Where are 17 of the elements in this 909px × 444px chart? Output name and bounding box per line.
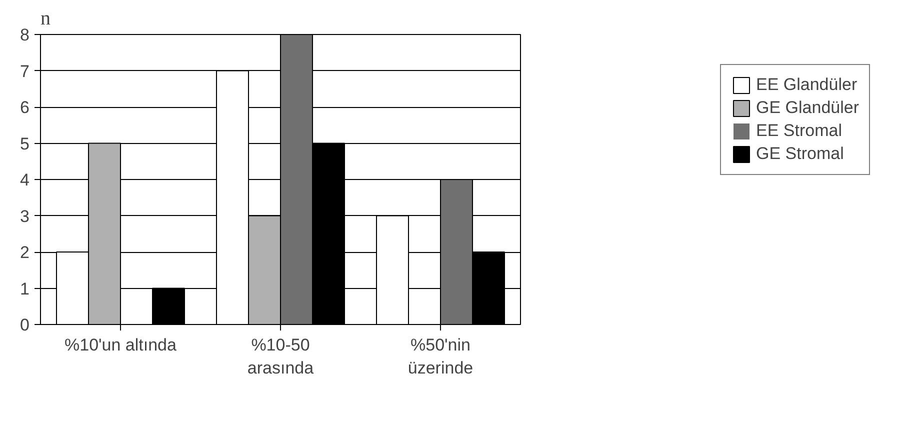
y-tick-label: 5 (20, 134, 30, 154)
y-tick-label: 3 (20, 206, 30, 226)
y-axis-title: n (40, 8, 50, 30)
y-tick-label: 7 (20, 62, 30, 81)
legend-label: EE Glandüler (756, 75, 858, 95)
legend-label: EE Stromal (756, 121, 842, 141)
y-tick-label: 2 (20, 243, 30, 262)
y-tick-label: 1 (20, 279, 30, 298)
x-tick-label: %10'un altında (64, 336, 178, 354)
x-tick-label: %10-50 arasında (247, 336, 314, 378)
y-tick-label: 0 (20, 316, 30, 334)
x-tick-label: %50'nin üzerinde (408, 336, 474, 378)
legend-label: GE Glandüler (756, 98, 859, 118)
y-tick-label: 4 (20, 170, 30, 190)
y-tick-label: 8 (20, 26, 30, 44)
y-tick-label: 6 (20, 98, 30, 117)
legend-label: GE Stromal (756, 144, 844, 164)
